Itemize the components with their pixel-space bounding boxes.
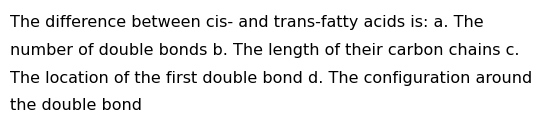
Text: number of double bonds b. The length of their carbon chains c.: number of double bonds b. The length of …	[10, 43, 519, 58]
Text: The location of the first double bond d. The configuration around: The location of the first double bond d.…	[10, 71, 532, 86]
Text: The difference between cis- and trans-fatty acids is: a. The: The difference between cis- and trans-fa…	[10, 15, 484, 30]
Text: the double bond: the double bond	[10, 98, 142, 113]
